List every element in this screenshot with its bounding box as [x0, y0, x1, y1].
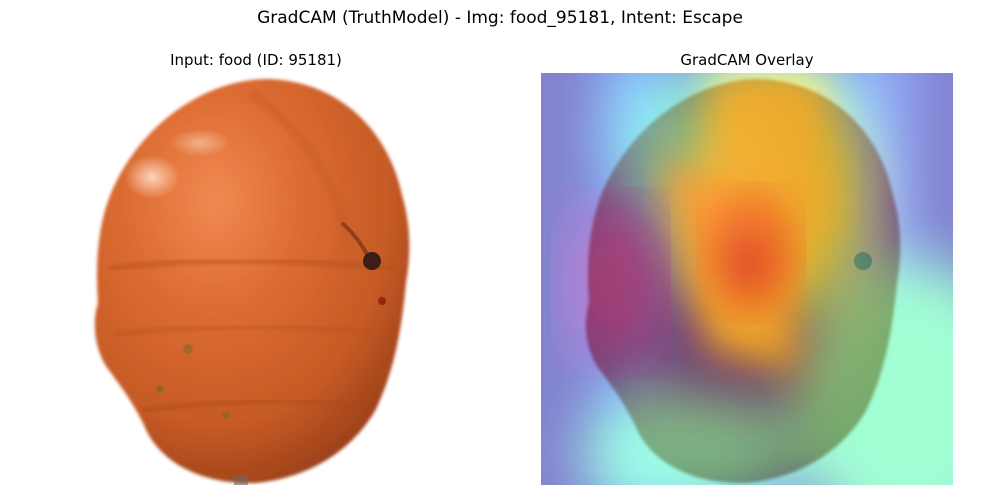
- figure-title: GradCAM (TruthModel) - Img: food_95181, …: [257, 8, 743, 28]
- overlay-image-title: GradCAM Overlay: [680, 51, 814, 69]
- stem-spot: [363, 252, 381, 270]
- heatmap-layer: [541, 73, 953, 485]
- tomato: [94, 79, 410, 485]
- gradcam-overlay-image: [541, 73, 953, 485]
- input-image: [50, 73, 462, 485]
- tomato-photo: [94, 79, 410, 485]
- gradcam-overlay: [541, 73, 953, 485]
- input-image-title: Input: food (ID: 95181): [170, 51, 342, 69]
